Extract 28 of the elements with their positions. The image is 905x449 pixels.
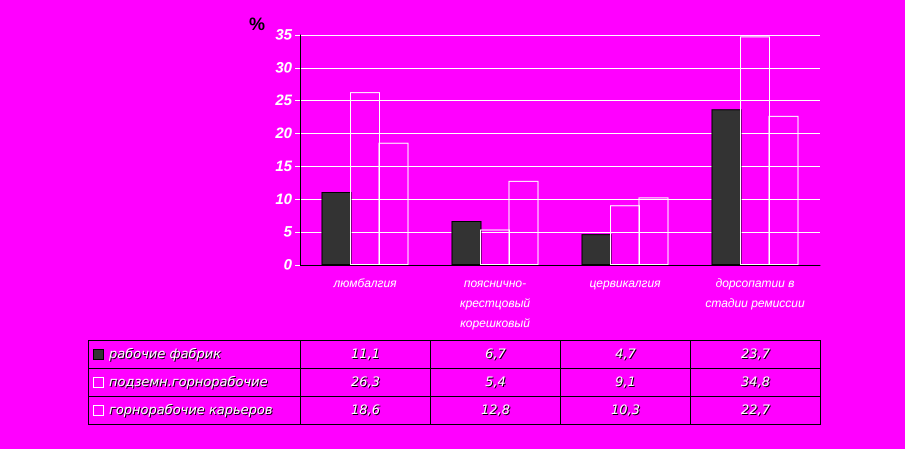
data-label: 23,7 bbox=[690, 340, 820, 368]
y-tick-label: 0 bbox=[284, 256, 293, 274]
legend-label: подземн.горнорабочие bbox=[88, 368, 300, 396]
data-label: 6,7 bbox=[430, 340, 560, 368]
x-tick-label: дорсопатии в стадии ремиссии bbox=[705, 276, 805, 310]
data-label: 4,7 bbox=[560, 340, 690, 368]
x-tick-label: цервикалгия bbox=[589, 276, 662, 290]
y-tick-label: 5 bbox=[284, 224, 293, 241]
y-tick-label: 30 bbox=[275, 59, 293, 76]
x-tick-label: пояснично-крестцовый корешковый bbox=[460, 276, 530, 330]
y-tick-label: 20 bbox=[274, 125, 293, 142]
x-tick-label: люмбалгия bbox=[332, 276, 398, 290]
y-axis-title: % bbox=[248, 14, 265, 34]
data-label: 10,3 bbox=[560, 396, 690, 424]
legend-label: горнорабочие карьеров bbox=[88, 396, 300, 424]
legend-label: рабочие фабрик bbox=[88, 340, 300, 368]
data-label: 11,1 bbox=[300, 340, 430, 368]
y-tick-label: 10 bbox=[275, 190, 293, 208]
data-label: 22,7 bbox=[690, 396, 820, 424]
data-label: 12,8 bbox=[430, 396, 560, 424]
data-label: 26,3 bbox=[300, 368, 430, 396]
data-label: 5,4 bbox=[430, 368, 560, 396]
y-tick-label: 15 bbox=[275, 158, 293, 175]
y-tick-label: 25 bbox=[274, 92, 293, 110]
y-tick-label: 35 bbox=[275, 26, 293, 44]
data-label: 18,6 bbox=[300, 396, 430, 424]
data-label: 34,8 bbox=[690, 368, 820, 396]
data-label: 9,1 bbox=[560, 368, 690, 396]
